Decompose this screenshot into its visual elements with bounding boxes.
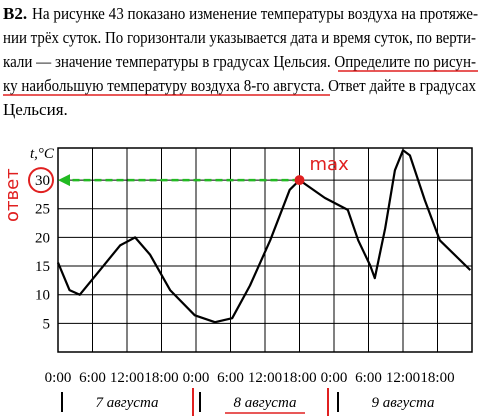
text-line: кали — значение температуры в градусах Ц… xyxy=(3,52,476,71)
x-tick-label: 12:00 xyxy=(110,370,144,386)
y-tick-label: 10 xyxy=(35,288,50,304)
y-axis-label: t,°C xyxy=(30,146,55,162)
text-line: Цельсия. xyxy=(3,100,68,119)
x-tick-label: 12:00 xyxy=(248,370,282,386)
max-point xyxy=(294,175,305,186)
x-tick-label: 12:00 xyxy=(386,370,420,386)
x-tick-label: 6:00 xyxy=(79,370,106,386)
y-tick-label: 20 xyxy=(35,230,50,246)
y-tick-label: 30 xyxy=(35,173,50,189)
x-tick-label: 0:00 xyxy=(183,370,210,386)
answer-circle xyxy=(28,167,54,194)
y-tick-label: 15 xyxy=(35,259,50,275)
x-tick-label: 0:00 xyxy=(321,370,348,386)
text-line: На рисунке 43 показано изменение темпера… xyxy=(32,4,478,23)
problem-number: В2. xyxy=(3,4,27,23)
x-tick-label: 6:00 xyxy=(355,370,382,386)
x-tick-label: 6:00 xyxy=(217,370,244,386)
x-tick-label: 18:00 xyxy=(420,370,454,386)
answer-note: ответ xyxy=(2,168,23,222)
max-note: max xyxy=(310,154,350,175)
arrow-head xyxy=(58,174,70,187)
day-label: 8 августа xyxy=(234,395,297,411)
text-line: нии трёх суток. По горизонтали указывает… xyxy=(3,28,476,47)
x-tick-label: 18:00 xyxy=(144,370,178,386)
day-label: 9 августа xyxy=(372,395,435,411)
temperature-line xyxy=(56,149,472,324)
text-line: ку наибольшую температуру воздуха 8-го а… xyxy=(3,76,476,95)
x-tick-label: 18:00 xyxy=(282,370,316,386)
y-tick-label: 25 xyxy=(35,202,50,218)
x-tick-label: 0:00 xyxy=(45,370,72,386)
y-tick-label: 5 xyxy=(43,316,51,332)
day-label: 7 августа xyxy=(96,395,159,411)
